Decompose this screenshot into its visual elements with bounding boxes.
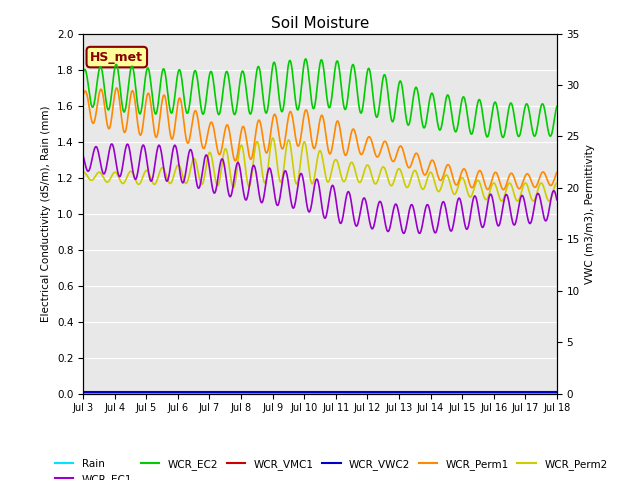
Y-axis label: VWC (m3/m3), Permittivity: VWC (m3/m3), Permittivity [586, 144, 595, 284]
Y-axis label: Electrical Conductivity (dS/m), Rain (mm): Electrical Conductivity (dS/m), Rain (mm… [42, 105, 51, 322]
Title: Soil Moisture: Soil Moisture [271, 16, 369, 31]
Legend: Rain, WCR_EC1, WCR_EC2, WCR_VMC1, WCR_VWC2, WCR_Perm1, WCR_Perm2: Rain, WCR_EC1, WCR_EC2, WCR_VMC1, WCR_VW… [51, 455, 612, 480]
Text: HS_met: HS_met [90, 50, 143, 63]
